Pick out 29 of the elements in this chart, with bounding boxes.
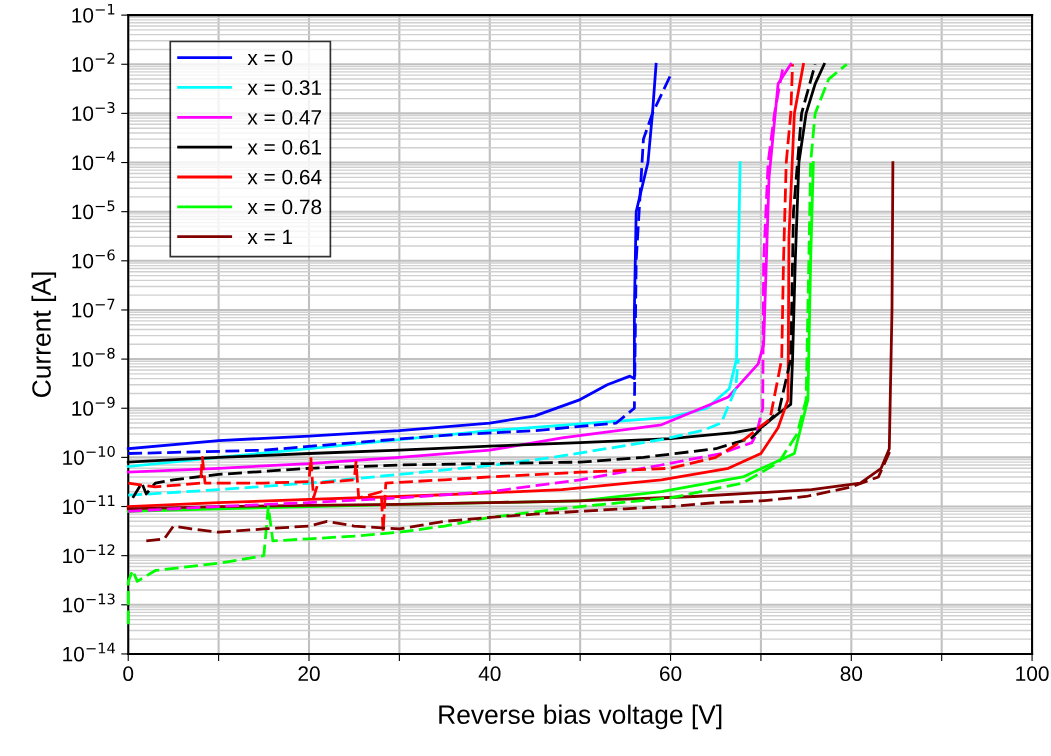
y-tick-label: 10$^{−13}$ <box>63 593 115 613</box>
legend-label: x = 0.61 <box>247 139 322 155</box>
legend-label: x = 0.31 <box>247 80 322 95</box>
legend-label: x = 0 <box>247 50 293 66</box>
legend-label: x = 0.78 <box>247 199 322 215</box>
y-tick-label: 10$^{−9}$ <box>72 396 115 416</box>
x-tick-label: 100 <box>1016 666 1049 682</box>
y-tick-label: 10$^{−1}$ <box>72 3 115 23</box>
y-tick-label: 10$^{−7}$ <box>72 298 115 318</box>
y-tick-label: 10$^{−2}$ <box>72 52 115 72</box>
x-tick-label: 40 <box>478 666 501 682</box>
y-tick-label: 10$^{−10}$ <box>63 445 115 465</box>
y-tick-label: 10$^{−11}$ <box>63 495 115 515</box>
y-tick-label: 10$^{−6}$ <box>72 249 115 269</box>
y-tick-label: 10$^{−5}$ <box>72 200 115 220</box>
y-axis-title: Current [A] <box>31 272 57 397</box>
y-tick-label: 10$^{−12}$ <box>63 544 115 564</box>
legend-label: x = 0.47 <box>247 110 322 125</box>
legend-label: x = 0.64 <box>247 169 322 185</box>
x-tick-label: 80 <box>840 666 863 682</box>
legend-label: x = 1 <box>247 229 293 244</box>
y-tick-label: 10$^{−4}$ <box>72 151 115 171</box>
x-tick-label: 20 <box>298 666 320 682</box>
x-tick-label: 60 <box>660 666 682 682</box>
y-tick-label: 10$^{−14}$ <box>63 642 115 662</box>
y-tick-label: 10$^{−8}$ <box>72 347 115 367</box>
y-tick-label: 10$^{−3}$ <box>72 101 115 121</box>
x-axis-title: Reverse bias voltage [V] <box>439 704 722 730</box>
x-tick-label: 0 <box>123 666 134 682</box>
